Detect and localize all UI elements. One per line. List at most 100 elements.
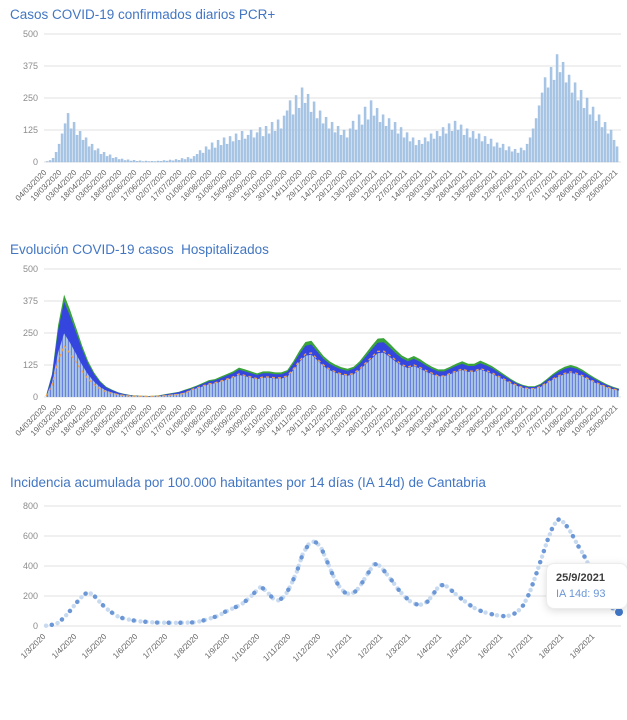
hospitalized-series[interactable] bbox=[45, 294, 620, 398]
bar[interactable] bbox=[132, 160, 136, 163]
bar[interactable] bbox=[120, 158, 124, 163]
bar[interactable] bbox=[357, 114, 361, 163]
bar[interactable] bbox=[375, 108, 379, 163]
bar[interactable] bbox=[522, 150, 526, 163]
bar[interactable] bbox=[387, 118, 391, 163]
bar[interactable] bbox=[276, 119, 280, 163]
bar[interactable] bbox=[588, 114, 592, 163]
bar[interactable] bbox=[225, 143, 229, 163]
bar[interactable] bbox=[504, 150, 508, 163]
bar[interactable] bbox=[438, 136, 442, 163]
bar[interactable] bbox=[372, 115, 376, 163]
bar[interactable] bbox=[126, 159, 130, 163]
bar[interactable] bbox=[177, 160, 181, 163]
bar[interactable] bbox=[72, 122, 76, 163]
bar[interactable] bbox=[609, 129, 613, 163]
bar[interactable] bbox=[378, 122, 382, 163]
bar[interactable] bbox=[282, 115, 286, 163]
bar[interactable] bbox=[87, 146, 91, 163]
bar[interactable] bbox=[210, 142, 214, 163]
bar[interactable] bbox=[582, 108, 586, 163]
bar[interactable] bbox=[300, 87, 304, 163]
bar[interactable] bbox=[348, 128, 352, 163]
bar[interactable] bbox=[450, 131, 454, 163]
bar[interactable] bbox=[573, 82, 577, 163]
bar[interactable] bbox=[171, 160, 175, 163]
bar[interactable] bbox=[198, 150, 202, 163]
incidence-series[interactable] bbox=[43, 515, 623, 628]
bar[interactable] bbox=[540, 92, 544, 163]
bar-chart-pcr-cases[interactable]: 0 125 250 375 500 04/03/202019/03/202003/04/2… bbox=[0, 22, 627, 222]
bar[interactable] bbox=[393, 122, 397, 163]
bar[interactable] bbox=[318, 110, 322, 163]
bar[interactable] bbox=[471, 131, 475, 163]
bar[interactable] bbox=[360, 124, 364, 163]
bar[interactable] bbox=[591, 106, 595, 163]
bar[interactable] bbox=[309, 111, 313, 163]
bar[interactable] bbox=[57, 143, 61, 163]
bar[interactable] bbox=[189, 158, 193, 163]
bar[interactable] bbox=[129, 160, 133, 163]
bar[interactable] bbox=[273, 131, 277, 163]
bar[interactable] bbox=[459, 124, 463, 163]
bar[interactable] bbox=[51, 158, 55, 163]
bar[interactable] bbox=[168, 159, 172, 163]
bar[interactable] bbox=[462, 134, 466, 163]
bar[interactable] bbox=[111, 158, 115, 163]
bar[interactable] bbox=[78, 131, 82, 163]
bar[interactable] bbox=[384, 126, 388, 163]
bar[interactable] bbox=[510, 151, 514, 163]
bar[interactable] bbox=[534, 118, 538, 163]
bar[interactable] bbox=[159, 161, 163, 163]
bar[interactable] bbox=[327, 128, 331, 163]
bar[interactable] bbox=[483, 136, 487, 163]
bar[interactable] bbox=[339, 134, 343, 163]
bar[interactable] bbox=[291, 114, 295, 163]
bar[interactable] bbox=[444, 133, 448, 163]
bars-series[interactable] bbox=[45, 54, 619, 163]
bar[interactable] bbox=[285, 110, 289, 163]
bar[interactable] bbox=[411, 137, 415, 163]
bar[interactable] bbox=[234, 133, 238, 163]
bar[interactable] bbox=[303, 102, 307, 163]
bar[interactable] bbox=[84, 137, 88, 163]
bar[interactable] bbox=[288, 100, 292, 163]
bar[interactable] bbox=[237, 140, 241, 163]
bar[interactable] bbox=[123, 160, 127, 163]
dots-dark[interactable] bbox=[43, 515, 622, 628]
bar[interactable] bbox=[60, 133, 64, 163]
bar[interactable] bbox=[342, 129, 346, 163]
bar[interactable] bbox=[528, 137, 532, 163]
bar[interactable] bbox=[567, 74, 571, 163]
bar[interactable] bbox=[495, 142, 499, 163]
bar[interactable] bbox=[432, 138, 436, 163]
bar[interactable] bbox=[183, 159, 187, 163]
bar[interactable] bbox=[246, 134, 250, 163]
bar[interactable] bbox=[552, 79, 556, 163]
bar[interactable] bbox=[498, 147, 502, 163]
bar[interactable] bbox=[477, 133, 481, 163]
bar[interactable] bbox=[570, 92, 574, 163]
bar[interactable] bbox=[297, 108, 301, 163]
bar[interactable] bbox=[486, 143, 490, 163]
bar[interactable] bbox=[363, 106, 367, 163]
bar[interactable] bbox=[249, 129, 253, 163]
bar[interactable] bbox=[354, 129, 358, 163]
bar[interactable] bbox=[270, 122, 274, 163]
bar[interactable] bbox=[603, 122, 607, 163]
bar[interactable] bbox=[525, 143, 529, 163]
bar[interactable] bbox=[489, 138, 493, 163]
bar[interactable] bbox=[81, 140, 85, 163]
line-orange-dashed[interactable] bbox=[45, 344, 620, 398]
bar[interactable] bbox=[231, 141, 235, 163]
bar[interactable] bbox=[390, 129, 394, 163]
bar[interactable] bbox=[501, 143, 505, 163]
bar[interactable] bbox=[606, 133, 610, 163]
bar[interactable] bbox=[516, 152, 520, 163]
bar[interactable] bbox=[99, 154, 103, 163]
bar[interactable] bbox=[150, 161, 154, 163]
bar[interactable] bbox=[144, 160, 148, 163]
bar[interactable] bbox=[105, 156, 109, 163]
bar[interactable] bbox=[252, 137, 256, 163]
